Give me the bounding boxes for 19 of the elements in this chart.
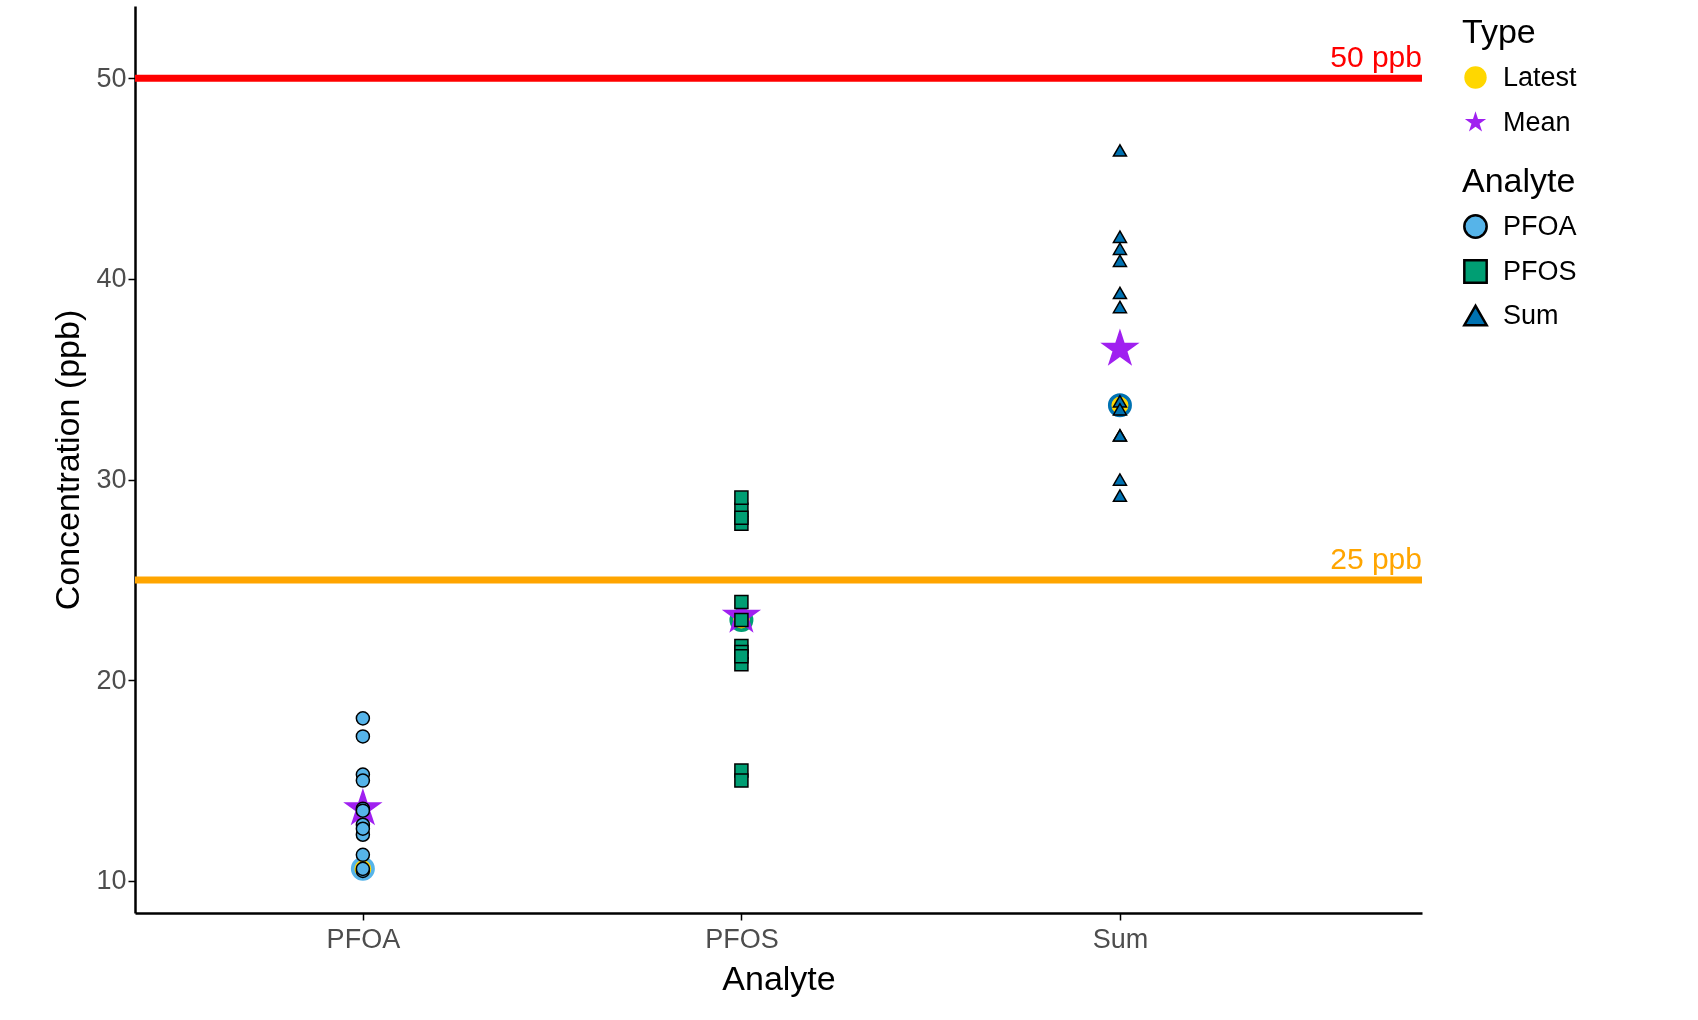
x-tick-label: PFOS: [705, 923, 779, 954]
text: Analyte: [1462, 161, 1576, 199]
legend-label: Mean: [1503, 106, 1571, 137]
x-axis-title: Analyte: [722, 958, 836, 997]
legend-label: Sum: [1503, 299, 1559, 330]
y-tick-label: 10: [96, 865, 127, 896]
legend-label: PFOS: [1503, 255, 1577, 286]
ref-line-label: 50 ppb: [1330, 40, 1422, 74]
ref-line-label: 25 ppb: [1330, 541, 1422, 575]
x-tick-label: PFOA: [326, 923, 401, 954]
legend-label: PFOA: [1503, 210, 1577, 241]
y-axis-title: Concentration (ppb): [48, 309, 87, 611]
legend-label: Latest: [1503, 61, 1578, 92]
text: Type: [1462, 12, 1536, 50]
y-tick-label: 50: [96, 62, 127, 93]
y-tick-label: 40: [96, 263, 127, 294]
y-tick-label: 30: [96, 464, 127, 495]
y-tick-label: 20: [96, 664, 127, 695]
x-tick-label: Sum: [1092, 923, 1149, 954]
